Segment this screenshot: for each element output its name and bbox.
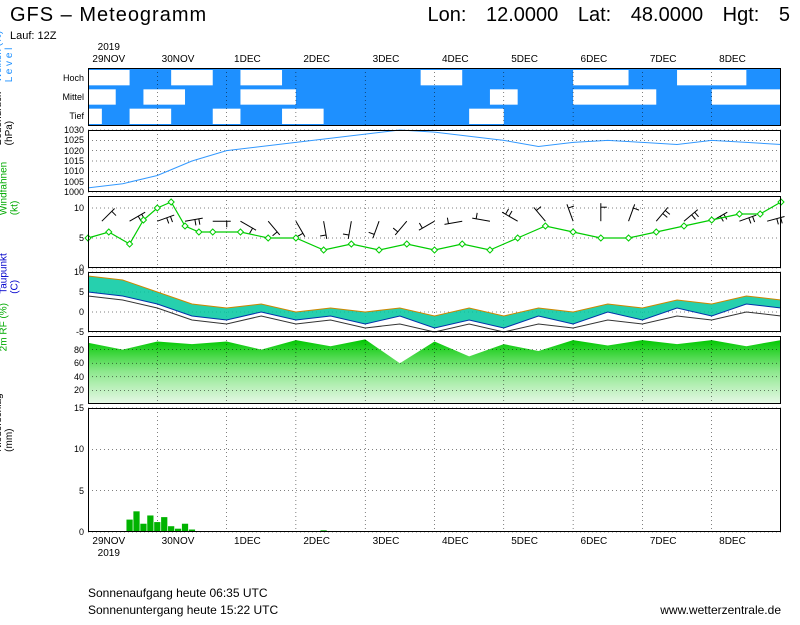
- y-tick: 5: [79, 287, 84, 297]
- y-tick: 5: [79, 486, 84, 496]
- x-axis-top: 29NOV 30NOV 1DEC 2DEC 3DEC 4DEC 5DEC 6DEC 7DEC 8D…: [88, 54, 781, 68]
- x-tick: 5DEC: [511, 536, 538, 547]
- x-tick: 8DEC: [719, 536, 746, 547]
- chart-title: GFS – Meteogramm: [10, 4, 207, 27]
- x-tick: 3DEC: [373, 536, 400, 547]
- panel-temp: T-Min, MaxTaupunkt(C)-50510: [88, 272, 781, 332]
- x-axis-bottom: 29NOV 30NOV 1DEC 2DEC 3DEC 4DEC 5DEC 6DEC 7DEC 8D…: [88, 536, 781, 550]
- x-tick: 30NOV: [162, 536, 195, 547]
- cloud-row-label: Mittel: [62, 92, 84, 102]
- coords: Lon: 12.0000 Lat: 48.0000 Hgt: 5: [413, 4, 790, 27]
- axis-title: 2m RF (%): [0, 303, 10, 351]
- y-tick: 10: [74, 203, 84, 213]
- source-url: www.wetterzentrale.de: [660, 602, 781, 619]
- cloud-row-label: Tief: [69, 111, 84, 121]
- chart-header: GFS – Meteogramm Lon: 12.0000 Lat: 48.00…: [10, 4, 790, 27]
- axis-title: T-Min, MaxTaupunkt(C): [0, 244, 21, 293]
- y-tick: 1005: [64, 177, 84, 187]
- x-tick: 6DEC: [581, 536, 608, 547]
- x-tick: 6DEC: [581, 54, 608, 65]
- axis-title: Wind Geschwi.Windfahnen(kt): [0, 148, 21, 215]
- axis-title: Bodendruck(hPa): [0, 92, 15, 145]
- panel-wind: Wind Geschwi.Windfahnen(kt)0510: [88, 196, 781, 268]
- y-tick: 0: [79, 527, 84, 537]
- y-tick: 40: [74, 372, 84, 382]
- y-tick: 10: [74, 267, 84, 277]
- x-tick: 2DEC: [303, 54, 330, 65]
- x-tick: 4DEC: [442, 54, 469, 65]
- y-tick: 1020: [64, 146, 84, 156]
- x-tick: 1DEC: [234, 54, 261, 65]
- y-tick: 20: [74, 385, 84, 395]
- panel-clouds: Wolken (%)L e v e lHochMittelTief: [88, 68, 781, 126]
- y-tick: 15: [74, 403, 84, 413]
- panel-pressure: Bodendruck(hPa)1000100510101015102010251…: [88, 130, 781, 192]
- x-tick: 29NOV: [92, 536, 125, 547]
- y-tick: 10: [74, 444, 84, 454]
- x-tick: 3DEC: [373, 54, 400, 65]
- x-tick: 30NOV: [162, 54, 195, 65]
- y-tick: 1030: [64, 125, 84, 135]
- axis-title: Wolken (%)L e v e l: [0, 31, 15, 83]
- x-tick: 2DEC: [303, 536, 330, 547]
- x-tick: 29NOV: [92, 54, 125, 65]
- y-tick: 80: [74, 345, 84, 355]
- y-tick: 5: [79, 233, 84, 243]
- y-tick: 1025: [64, 135, 84, 145]
- x-tick: 4DEC: [442, 536, 469, 547]
- run-label: Lauf: 12Z: [10, 30, 57, 42]
- x-tick: 8DEC: [719, 54, 746, 65]
- y-tick: 0: [79, 307, 84, 317]
- footer: Sonnenaufgang heute 06:35 UTC Sonnenunte…: [88, 585, 781, 619]
- x-tick: 1DEC: [234, 536, 261, 547]
- panel-humidity: 2m RF (%)20406080: [88, 336, 781, 404]
- y-tick: 1015: [64, 156, 84, 166]
- x-tick: 7DEC: [650, 54, 677, 65]
- y-tick: 1010: [64, 166, 84, 176]
- panel-precip: Niederschlag(mm)051015: [88, 408, 781, 532]
- x-tick: 7DEC: [650, 536, 677, 547]
- y-tick: 60: [74, 358, 84, 368]
- cloud-row-label: Hoch: [63, 73, 84, 83]
- x-tick: 5DEC: [511, 54, 538, 65]
- axis-title: Niederschlag(mm): [0, 393, 15, 451]
